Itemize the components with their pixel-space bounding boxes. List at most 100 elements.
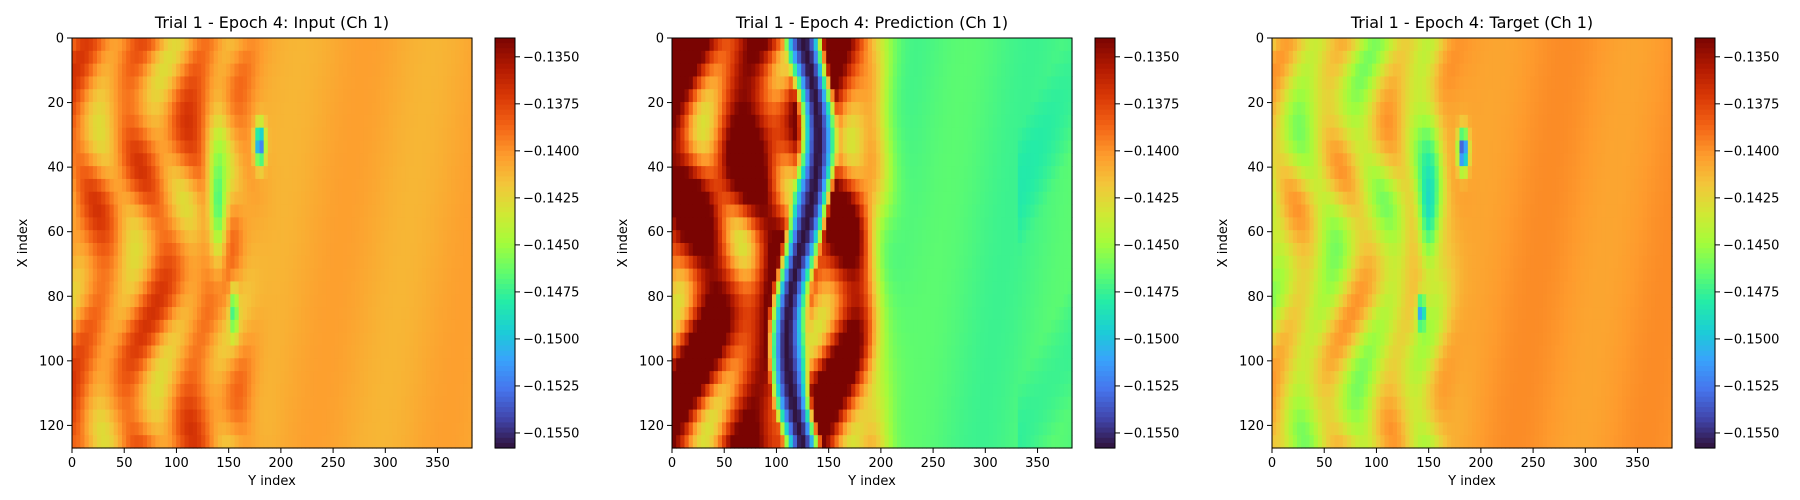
heatmap-cell [1059,114,1065,129]
heatmap-cell [142,38,148,52]
heatmap-cell [367,396,373,411]
heatmap-cell [259,230,265,244]
heatmap-cell [876,230,881,244]
heatmap-cell [980,140,986,154]
heatmap-cell [742,63,748,78]
heatmap-cell [813,243,819,257]
heatmap-cell [347,217,352,231]
heatmap-cell [955,178,961,193]
heatmap-cell [463,63,469,78]
heatmap-cell [251,38,256,52]
heatmap-cell [205,243,211,257]
heatmap-cell [467,409,473,423]
heatmap-cell [734,153,740,167]
heatmap-cell [1059,191,1065,206]
heatmap-cell [238,191,244,206]
heatmap-cell [751,50,756,65]
heatmap-cell [384,255,390,270]
heatmap-cell [213,191,219,206]
heatmap-cell [105,63,111,78]
heatmap-cell [363,89,369,103]
heatmap-cell [230,217,236,231]
heatmap-cell [926,191,931,206]
heatmap-cell [92,294,98,308]
heatmap-cell [738,204,744,218]
heatmap-cell [872,191,877,206]
heatmap-cell [1009,166,1015,180]
heatmap-cell [709,153,715,167]
heatmap-cell [322,204,327,218]
heatmap-cell [817,153,823,167]
heatmap-cell [276,332,281,347]
heatmap-cell [301,127,306,142]
heatmap-cell [276,63,281,78]
heatmap-cell [401,345,406,359]
heatmap-cell [292,268,298,283]
heatmap-cell [401,102,406,116]
heatmap-cell [1047,153,1052,167]
heatmap-cell [392,217,398,231]
heatmap-cell [859,191,865,206]
heatmap-cell [942,153,948,167]
heatmap-cell [1001,166,1006,180]
heatmap-cell [142,332,148,347]
heatmap-cell [172,435,177,449]
heatmap-cell [676,204,681,218]
heatmap-cell [397,166,402,180]
heatmap-cell [442,371,448,385]
heatmap-cell [792,191,798,206]
heatmap-cell [763,63,769,78]
heatmap-cell [426,332,431,347]
heatmap-cell [242,358,248,372]
colorbar-segment [495,186,515,193]
heatmap-cell [442,255,448,270]
heatmap-cell [234,281,240,295]
heatmap-cell [1067,243,1073,257]
heatmap-cell [92,76,98,90]
heatmap-cell [205,345,211,359]
heatmap-cell [992,89,998,103]
heatmap-cell [780,63,786,78]
heatmap-cell [288,114,294,129]
heatmap-cell [905,50,911,65]
heatmap-cell [688,89,694,103]
heatmap-cell [730,102,736,116]
heatmap-cell [76,153,81,167]
heatmap-cell [1017,38,1023,52]
heatmap-cell [888,102,894,116]
heatmap-cell [963,102,969,116]
heatmap-cell [372,371,377,385]
heatmap-cell [180,114,186,129]
heatmap-cell [205,76,211,90]
heatmap-cell [442,294,448,308]
heatmap-cell [122,63,127,78]
heatmap-cell [776,191,781,206]
heatmap-cell [263,204,269,218]
heatmap-cell [1042,230,1048,244]
heatmap-cell [217,294,223,308]
heatmap-cell [326,383,331,398]
heatmap-cell [972,178,977,193]
heatmap-cell [222,409,227,423]
heatmap-cell [876,217,881,231]
heatmap-cell [692,127,698,142]
heatmap-cell [276,102,281,116]
heatmap-cell [813,50,819,65]
heatmap-cell [367,191,373,206]
heatmap-cell [1001,140,1006,154]
heatmap-cell [372,268,377,283]
heatmap-cell [851,38,856,52]
heatmap-cell [855,127,861,142]
heatmap-cell [76,422,81,436]
heatmap-cell [397,409,402,423]
heatmap-cell [701,50,706,65]
heatmap-cell [426,76,431,90]
heatmap-cell [355,255,361,270]
heatmap-cell [230,281,236,295]
heatmap-cell [80,217,86,231]
heatmap-cell [1067,50,1073,65]
heatmap-cell [317,153,323,167]
heatmap-cell [163,102,169,116]
heatmap-cell [1047,217,1052,231]
